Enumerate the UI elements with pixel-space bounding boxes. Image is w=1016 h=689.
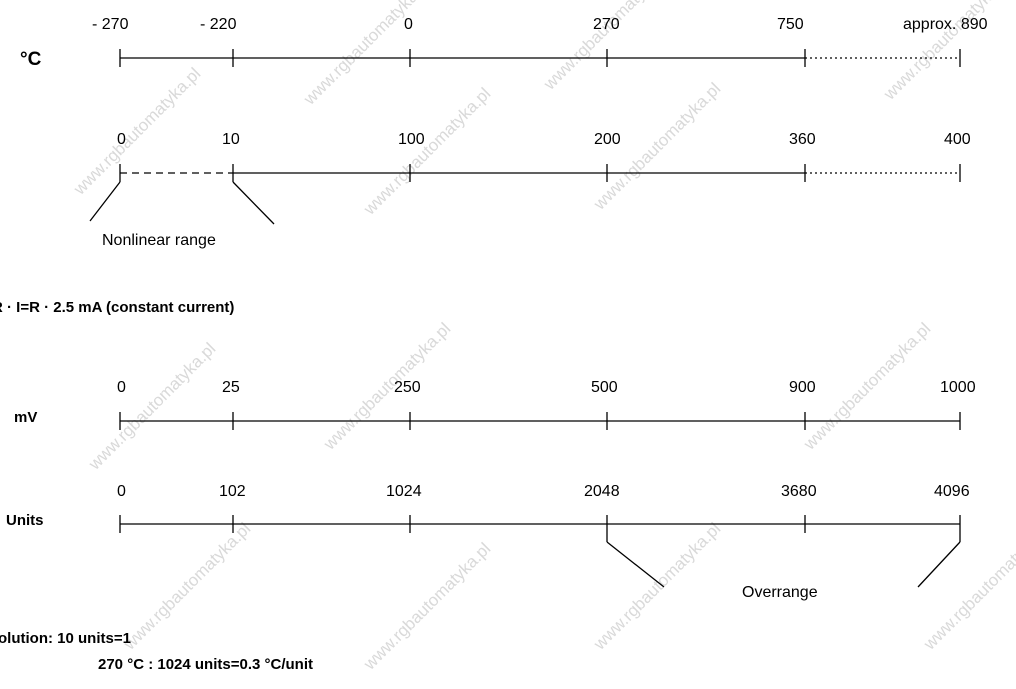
units-scale-line: [119, 515, 961, 588]
tick-label: 0: [404, 16, 413, 33]
tick-label: 270: [593, 16, 620, 33]
tick-label: 900: [789, 379, 816, 396]
tick-label: 750: [777, 16, 804, 33]
tick-label: 102: [219, 483, 246, 500]
tick-label: 0: [117, 131, 126, 148]
tick-label: - 270: [92, 16, 129, 33]
formula-text: R · I=R · 2.5 mA (constant current): [0, 299, 235, 316]
tick-label: - 220: [200, 16, 237, 33]
tick-label: 100: [398, 131, 425, 148]
tick-label: 4096: [934, 483, 970, 500]
tick-label: 200: [594, 131, 621, 148]
units-unit-label: Units: [6, 512, 44, 529]
tick-label: 25: [222, 379, 240, 396]
celsius-unit-label: °C: [20, 49, 42, 70]
resistance-scale-line: [89, 164, 961, 225]
tick-label: 0: [117, 483, 126, 500]
tick-label: 3680: [781, 483, 817, 500]
tick-label: 360: [789, 131, 816, 148]
tick-label: 2048: [584, 483, 620, 500]
nonlinear-range-label: Nonlinear range: [102, 232, 216, 249]
resolution-line-1: olution: 10 units=1: [0, 630, 131, 647]
tick-label: 10: [222, 131, 240, 148]
tick-label: 500: [591, 379, 618, 396]
tick-label: 250: [394, 379, 421, 396]
tick-label: 0: [117, 379, 126, 396]
millivolt-scale-line: [119, 412, 961, 430]
tick-label: 1000: [940, 379, 976, 396]
resolution-line-2: 270 °C : 1024 units=0.3 °C/unit: [98, 656, 313, 673]
tick-label: 400: [944, 131, 971, 148]
overrange-label: Overrange: [742, 584, 818, 601]
celsius-scale-line: [119, 49, 961, 67]
tick-label: 1024: [386, 483, 422, 500]
tick-label: approx. 890: [903, 16, 988, 33]
millivolt-unit-label: mV: [14, 409, 38, 426]
